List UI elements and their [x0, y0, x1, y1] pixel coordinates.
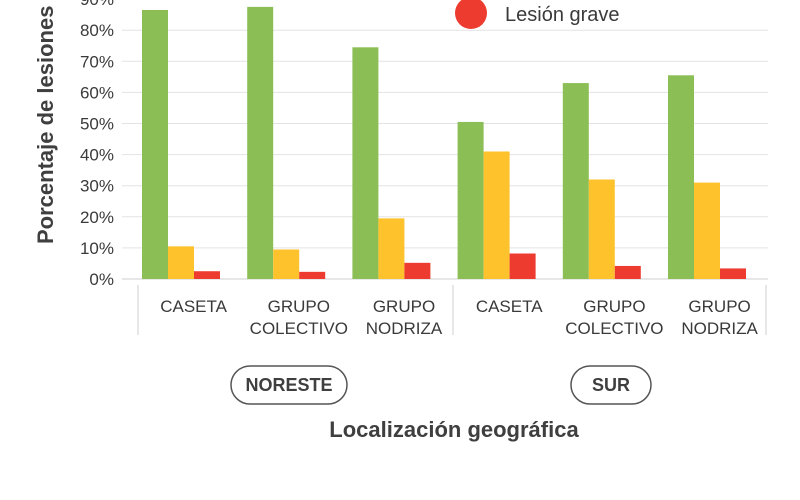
- bar: [247, 6, 274, 279]
- y-tick-label: 10%: [80, 239, 114, 258]
- bar: [614, 265, 641, 279]
- y-tick-label: 70%: [80, 52, 114, 71]
- region-pill: [230, 365, 348, 405]
- category-label: GRUPO: [688, 297, 750, 316]
- y-tick-label: 80%: [80, 21, 114, 40]
- category-label: GRUPO: [373, 297, 435, 316]
- bar: [509, 253, 536, 279]
- bar: [142, 9, 168, 280]
- y-axis-ticks: 0% 10% 20% 30% 40% 50% 60% 70% 80% 90%: [80, 0, 114, 289]
- bar: [378, 218, 405, 279]
- category-label: COLECTIVO: [250, 319, 348, 338]
- category-label: NODRIZA: [681, 319, 758, 338]
- y-tick-label: 40%: [80, 146, 114, 165]
- y-tick-label: 50%: [80, 115, 114, 134]
- bars: [142, 6, 746, 280]
- category-label: CASETA: [160, 297, 227, 316]
- bar: [588, 179, 615, 279]
- category-label: GRUPO: [583, 297, 645, 316]
- region-label: NORESTE: [245, 375, 332, 395]
- region-label: SUR: [592, 375, 630, 395]
- y-tick-label: 60%: [80, 83, 114, 102]
- y-tick-label: 90%: [80, 0, 114, 9]
- bar: [483, 151, 510, 279]
- y-axis-title: Porcentaje de lesiones (%): [33, 0, 58, 244]
- x-axis-title: Localización geográfica: [329, 417, 579, 442]
- y-tick-label: 0%: [89, 270, 114, 289]
- bar: [352, 47, 379, 280]
- bar: [299, 271, 326, 279]
- y-tick-label: 20%: [80, 208, 114, 227]
- bar: [457, 121, 484, 279]
- y-tick-label: 30%: [80, 177, 114, 196]
- category-label: CASETA: [476, 297, 543, 316]
- category-label: COLECTIVO: [565, 319, 663, 338]
- bar: [404, 262, 431, 279]
- legend-label-lesion-grave: Lesión grave: [505, 4, 620, 26]
- bar: [168, 246, 194, 279]
- gridlines: [122, 29, 768, 280]
- bar: [720, 268, 746, 279]
- legend-marker-lesion-grave: [455, 0, 487, 29]
- legend: Lesión grave: [455, 0, 620, 29]
- category-label: GRUPO: [268, 297, 330, 316]
- bar: [668, 75, 694, 279]
- bar: [273, 249, 300, 279]
- bar: [562, 83, 589, 279]
- bar: [694, 182, 720, 279]
- category-labels: CASETA GRUPO COLECTIVO GRUPO NODRIZA CASETA GR…: [137, 285, 767, 338]
- bar: [194, 271, 220, 279]
- region-labels: NORESTE SUR: [230, 365, 652, 405]
- region-pill: [570, 365, 652, 405]
- category-label: NODRIZA: [366, 319, 443, 338]
